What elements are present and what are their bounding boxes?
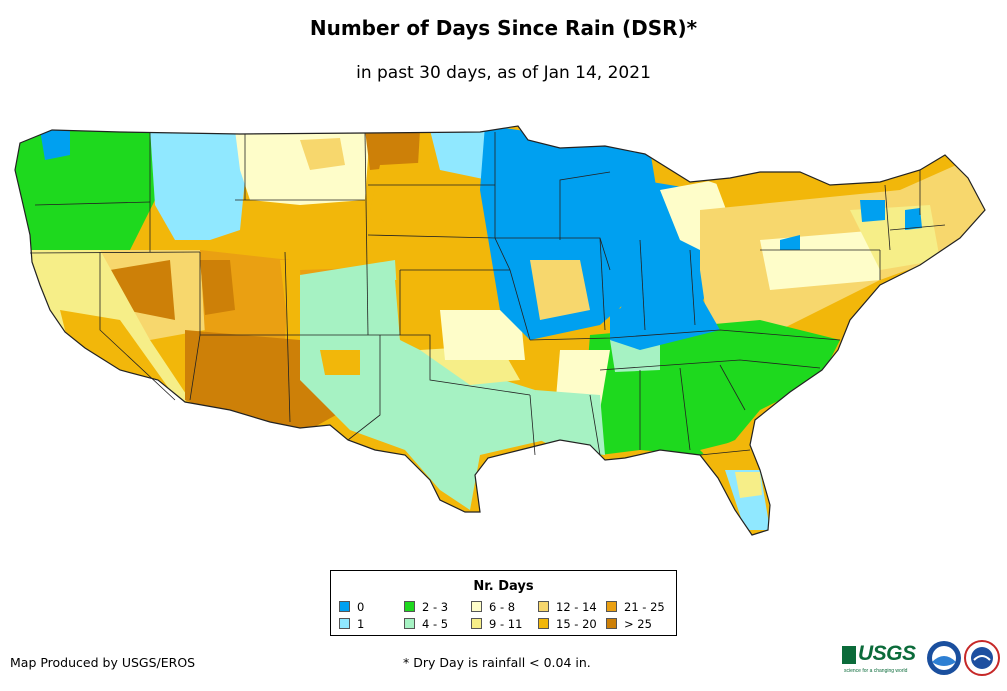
legend-swatch bbox=[606, 601, 617, 612]
nws-logo-icon bbox=[964, 640, 1000, 676]
agency-logos: USGS science for a changing world bbox=[842, 638, 1002, 680]
legend-swatch bbox=[339, 618, 350, 629]
legend-item-15-20: 15 - 20 bbox=[538, 618, 597, 631]
legend-title: Nr. Days bbox=[473, 579, 534, 594]
legend-swatch bbox=[339, 601, 350, 612]
legend-label: 0 bbox=[357, 600, 365, 614]
usgs-wordmark: USGS bbox=[858, 642, 916, 665]
legend-swatch bbox=[606, 618, 617, 629]
legend-item-6-8: 6 - 8 bbox=[471, 601, 515, 614]
legend-label: 2 - 3 bbox=[422, 600, 449, 614]
usgs-tagline: science for a changing world bbox=[844, 668, 908, 674]
noaa-logo-icon bbox=[927, 641, 961, 675]
legend-label: 21 - 25 bbox=[624, 600, 665, 614]
legend-label: 1 bbox=[357, 617, 365, 631]
legend-swatch bbox=[538, 618, 549, 629]
legend-item-0: 0 bbox=[339, 601, 364, 614]
legend-label: 4 - 5 bbox=[422, 617, 449, 631]
legend-swatch bbox=[471, 618, 482, 629]
legend-label: 12 - 14 bbox=[556, 600, 597, 614]
usgs-logo: USGS science for a changing world bbox=[842, 642, 922, 676]
legend-label: 15 - 20 bbox=[556, 617, 597, 631]
legend-item-9-11: 9 - 11 bbox=[471, 618, 522, 631]
map-title: Number of Days Since Rain (DSR)* bbox=[309, 16, 698, 40]
footnote-text: * Dry Day is rainfall < 0.04 in. bbox=[403, 655, 591, 670]
us-dsr-map bbox=[0, 110, 1007, 560]
legend-item-4-5: 4 - 5 bbox=[404, 618, 448, 631]
usgs-wave-icon bbox=[842, 646, 856, 664]
legend-item-1: 1 bbox=[339, 618, 364, 631]
legend-item-21-25: 21 - 25 bbox=[606, 601, 665, 614]
legend: Nr. Days 0 1 2 - 3 4 - 5 6 - 8 9 - 11 12… bbox=[330, 570, 677, 636]
legend-item-2-3: 2 - 3 bbox=[404, 601, 448, 614]
map-subtitle: in past 30 days, as of Jan 14, 2021 bbox=[356, 63, 651, 83]
legend-label: 6 - 8 bbox=[489, 600, 516, 614]
legend-item-over-25: > 25 bbox=[606, 618, 652, 631]
legend-swatch bbox=[471, 601, 482, 612]
legend-swatch bbox=[404, 601, 415, 612]
credit-text: Map Produced by USGS/EROS bbox=[10, 655, 196, 670]
legend-swatch bbox=[538, 601, 549, 612]
legend-label: > 25 bbox=[624, 617, 652, 631]
legend-item-12-14: 12 - 14 bbox=[538, 601, 597, 614]
legend-label: 9 - 11 bbox=[489, 617, 523, 631]
legend-swatch bbox=[404, 618, 415, 629]
